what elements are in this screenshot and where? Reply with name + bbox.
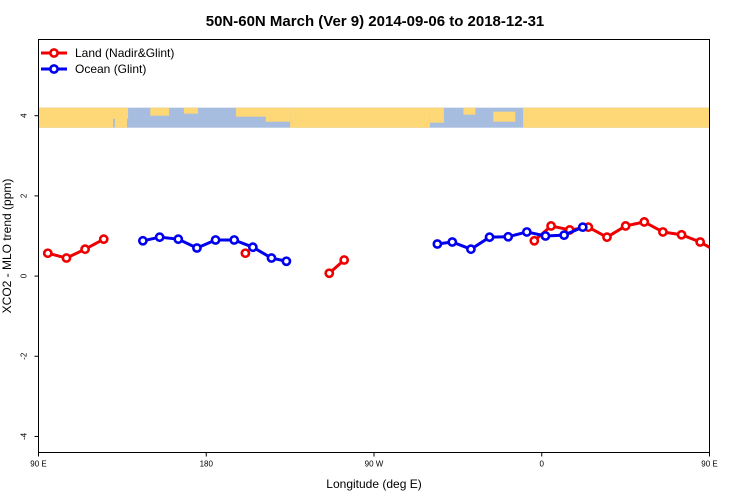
legend-label-land: Land (Nadir&Glint) xyxy=(75,46,174,60)
data-point xyxy=(154,232,165,243)
x-tick-label: 90 W xyxy=(365,460,384,469)
y-tick-label: 0 xyxy=(20,273,29,278)
series-line xyxy=(47,237,105,260)
x-axis-label: Longitude (deg E) xyxy=(326,477,421,491)
y-tick-label: -2 xyxy=(20,352,29,360)
legend: Land (Nadir&Glint) Ocean (Glint) xyxy=(41,46,174,76)
plot-frame xyxy=(38,39,710,453)
y-axis-label: XCO2 - MLO trend (ppm) xyxy=(0,179,14,314)
x-tick-label: 180 xyxy=(200,460,214,469)
world-map-band xyxy=(38,107,710,128)
data-point xyxy=(229,235,240,245)
x-axis: 90 E 180 90 W 0 90 E xyxy=(30,452,718,469)
data-point xyxy=(247,242,258,253)
data-point xyxy=(540,231,551,241)
data-point xyxy=(658,227,668,237)
data-point xyxy=(577,222,588,233)
map-land xyxy=(38,107,710,128)
data-point xyxy=(695,237,706,247)
data-point xyxy=(173,234,184,245)
data-point xyxy=(137,235,148,246)
data-point xyxy=(80,244,90,255)
series-land xyxy=(42,217,741,279)
data-point xyxy=(715,249,722,256)
data-point xyxy=(281,256,292,267)
data-point xyxy=(98,234,109,245)
data-point xyxy=(639,217,650,227)
data-point xyxy=(324,268,335,279)
data-point xyxy=(42,248,53,259)
data-point xyxy=(546,221,556,231)
data-point xyxy=(734,254,741,261)
data-point xyxy=(602,232,612,243)
data-point xyxy=(521,227,532,237)
y-tick-label: -4 xyxy=(20,432,29,440)
data-point xyxy=(192,243,202,253)
x-tick-label: 0 xyxy=(540,460,545,469)
data-point xyxy=(240,248,251,259)
data-point xyxy=(339,255,350,265)
x-tick-label: 90 E xyxy=(701,460,717,469)
data-point xyxy=(266,253,277,263)
series-ocean xyxy=(137,222,588,267)
data-point xyxy=(466,244,476,255)
x-tick-label: 90 E xyxy=(30,460,46,469)
series-layer xyxy=(42,217,741,279)
data-point xyxy=(210,235,221,245)
data-point xyxy=(503,231,514,242)
data-point xyxy=(432,239,443,249)
data-point xyxy=(447,237,458,247)
y-axis: 4 2 0 -2 -4 xyxy=(20,113,39,440)
chart-title: 50N-60N March (Ver 9) 2014-09-06 to 2018… xyxy=(206,13,545,30)
data-point xyxy=(529,235,540,246)
data-point xyxy=(61,253,72,263)
legend-marker-land xyxy=(49,48,59,58)
y-tick-label: 2 xyxy=(20,193,29,198)
data-point xyxy=(559,230,570,241)
data-point xyxy=(620,221,631,231)
data-point xyxy=(676,229,687,240)
y-tick-label: 4 xyxy=(20,113,29,118)
data-point xyxy=(484,232,495,243)
legend-label-ocean: Ocean (Glint) xyxy=(75,62,146,76)
legend-marker-ocean xyxy=(49,64,59,74)
